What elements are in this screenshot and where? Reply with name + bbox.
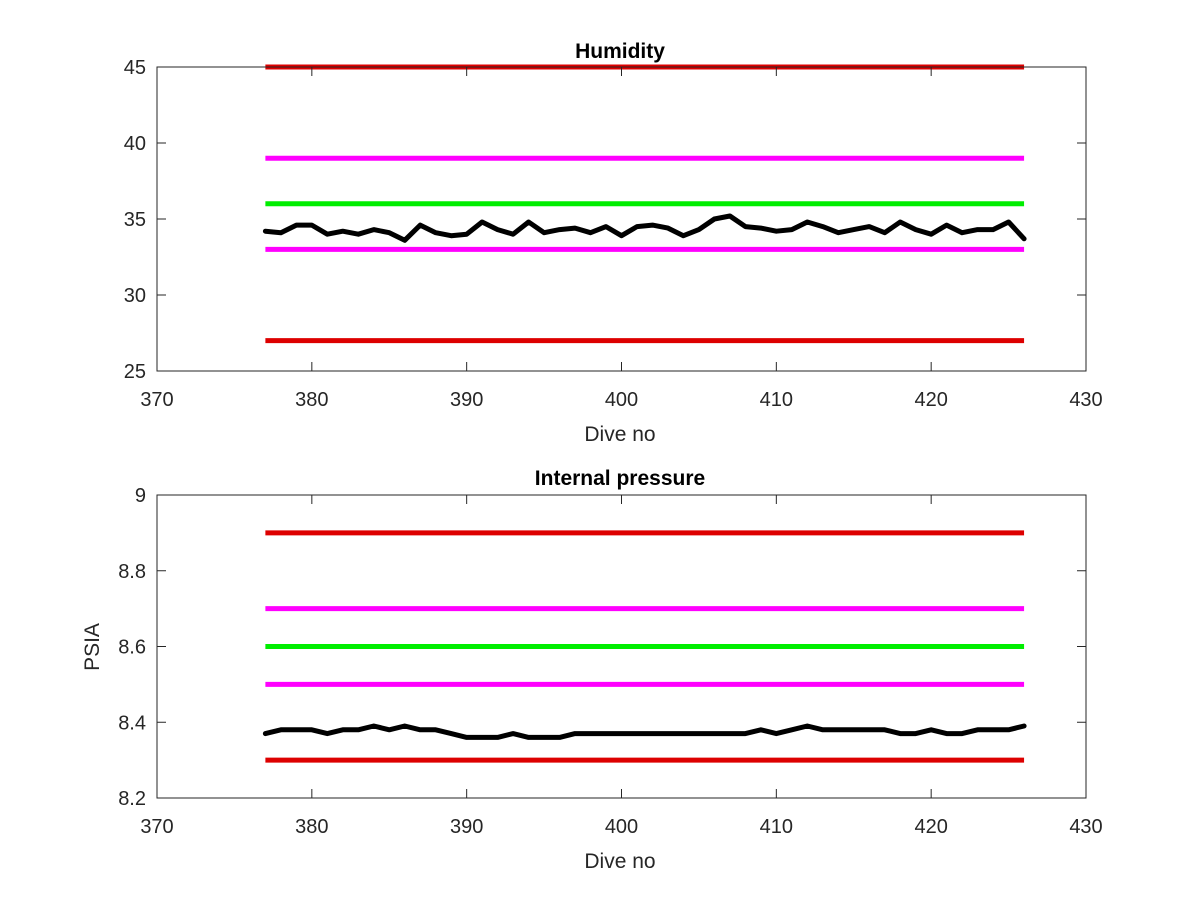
pressure-y-tick-label: 8.8 — [118, 561, 146, 583]
humidity-y-tick-label: 45 — [124, 57, 146, 79]
pressure-x-tick-label: 380 — [295, 816, 328, 838]
pressure-threshold-lines — [265, 530, 1025, 763]
pressure-y-axis-label: PSIA — [81, 623, 104, 671]
pressure-x-tick-label: 370 — [140, 816, 173, 838]
pressure-chart-title: Internal pressure — [535, 467, 705, 490]
pressure-y-tick-label: 8.4 — [118, 712, 146, 734]
pressure-x-tick-label: 400 — [605, 816, 638, 838]
pressure-x-tick-label: 420 — [914, 816, 947, 838]
humidity-x-tick-label: 380 — [295, 389, 328, 411]
humidity-axes-box — [156, 66, 1087, 372]
humidity-x-tick-label: 430 — [1069, 389, 1102, 411]
pressure-y-tick-label: 8.6 — [118, 637, 146, 659]
humidity-y-tick-label: 40 — [124, 133, 146, 155]
pressure-data-line-0 — [262, 723, 1027, 740]
humidity-panel: Humidity 370 380 390 400 410 420 430 25 30 35 40 4… — [124, 40, 1103, 446]
pressure-x-tick-label: 390 — [450, 816, 483, 838]
humidity-y-ticks: 25 30 35 40 45 — [124, 57, 1086, 383]
humidity-y-tick-label: 25 — [124, 361, 146, 383]
pressure-panel: Internal pressure 370 380 390 400 410 420 430 … — [81, 467, 1103, 873]
pressure-y-tick-label: 9 — [135, 485, 146, 507]
humidity-x-tick-label: 390 — [450, 389, 483, 411]
pressure-x-ticks: 370 380 390 400 410 420 430 — [140, 495, 1103, 838]
humidity-x-axis-label: Dive no — [584, 423, 655, 446]
humidity-plot-area: 370 380 390 400 410 420 430 25 30 35 40 45 — [124, 57, 1103, 411]
humidity-x-tick-label: 400 — [605, 389, 638, 411]
humidity-x-tick-label: 420 — [914, 389, 947, 411]
pressure-y-tick-label: 8.2 — [118, 788, 146, 810]
humidity-y-tick-label: 30 — [124, 285, 146, 307]
humidity-y-tick-label: 35 — [124, 209, 146, 231]
pressure-x-axis-label: Dive no — [584, 850, 655, 873]
pressure-series — [262, 723, 1027, 740]
pressure-plot-area: 370 380 390 400 410 420 430 8.2 8.4 8.6 8.8 9 — [118, 485, 1103, 838]
humidity-series — [262, 213, 1027, 243]
humidity-data-line-0 — [262, 213, 1027, 243]
humidity-x-tick-label: 410 — [760, 389, 793, 411]
humidity-x-tick-label: 370 — [140, 389, 173, 411]
humidity-x-ticks: 370 380 390 400 410 420 430 — [140, 67, 1103, 411]
pressure-x-tick-label: 430 — [1069, 816, 1102, 838]
humidity-threshold-lines — [265, 64, 1025, 344]
pressure-y-ticks: 8.2 8.4 8.6 8.8 9 — [118, 485, 1086, 810]
humidity-chart-title: Humidity — [575, 40, 665, 63]
pressure-x-tick-label: 410 — [760, 816, 793, 838]
